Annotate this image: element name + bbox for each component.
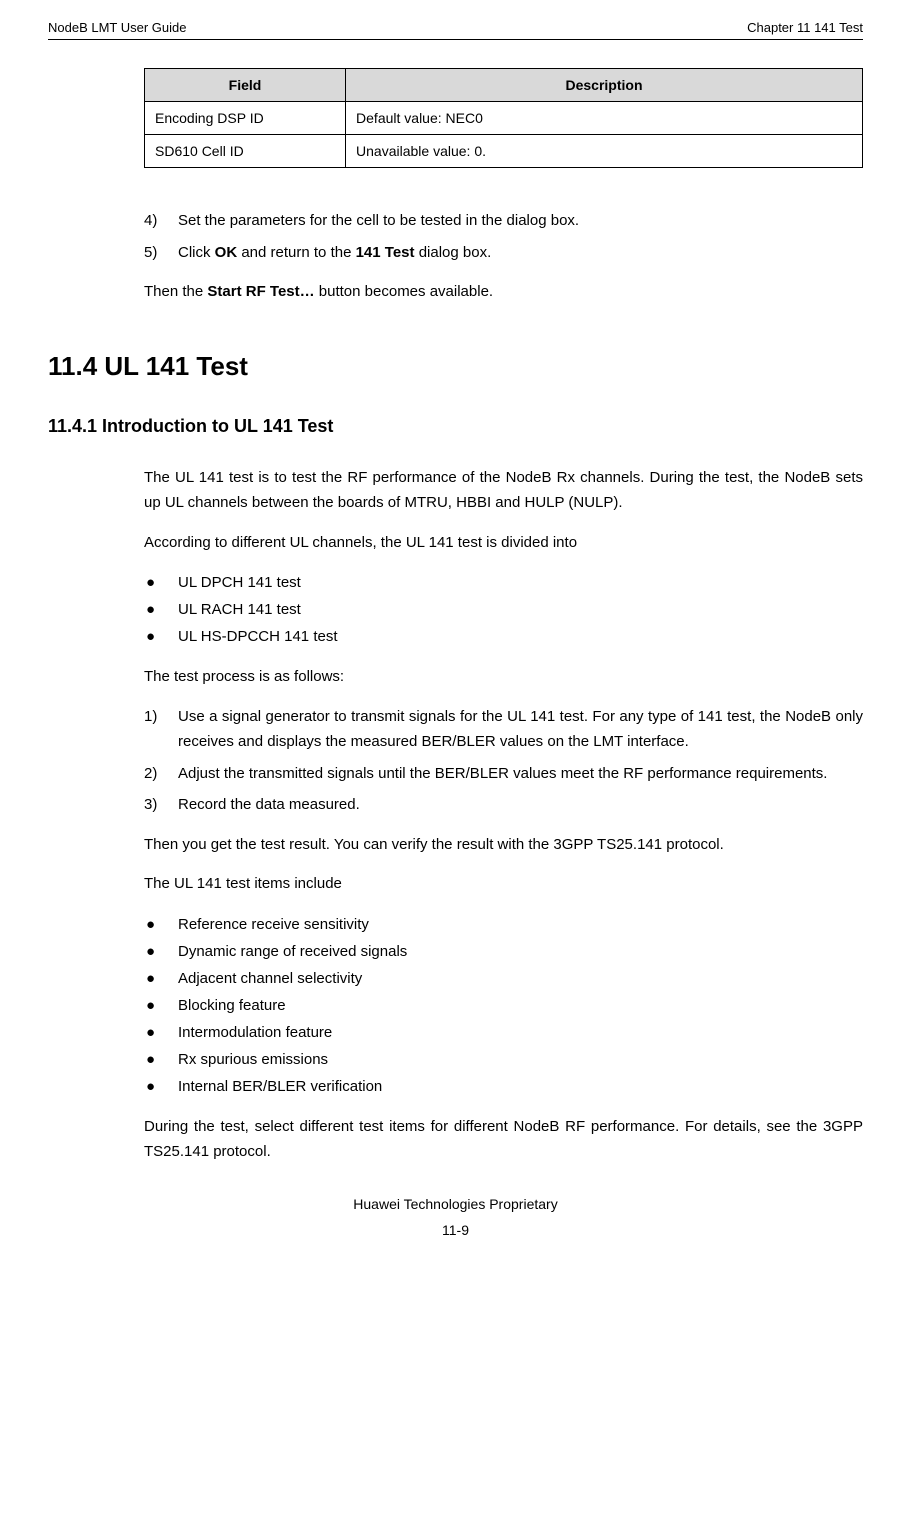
- intro-paragraph: The UL 141 test is to test the RF perfor…: [144, 465, 863, 516]
- list-item: 4) Set the parameters for the cell to be…: [144, 208, 863, 234]
- field-description-table: Field Description Encoding DSP ID Defaul…: [144, 68, 863, 168]
- list-item: ● Reference receive sensitivity: [144, 911, 863, 938]
- list-item: ● Intermodulation feature: [144, 1019, 863, 1046]
- list-number: 1): [144, 704, 178, 755]
- list-text: Dynamic range of received signals: [178, 938, 863, 965]
- bullet-icon: ●: [144, 938, 178, 965]
- process-intro-paragraph: The test process is as follows:: [144, 664, 863, 690]
- list-text: Use a signal generator to transmit signa…: [178, 704, 863, 755]
- closing-paragraph: During the test, select different test i…: [144, 1114, 863, 1165]
- list-text: UL HS-DPCCH 141 test: [178, 623, 863, 650]
- list-item: ● Adjacent channel selectivity: [144, 965, 863, 992]
- list-item: ● UL RACH 141 test: [144, 596, 863, 623]
- list-item: ● Blocking feature: [144, 992, 863, 1019]
- list-item: ● Rx spurious emissions: [144, 1046, 863, 1073]
- items-intro-paragraph: The UL 141 test items include: [144, 871, 863, 897]
- list-text: UL DPCH 141 test: [178, 569, 863, 596]
- bullet-icon: ●: [144, 911, 178, 938]
- header-underline: [48, 39, 863, 40]
- list-number: 2): [144, 761, 178, 787]
- list-text: Reference receive sensitivity: [178, 911, 863, 938]
- list-text: Click OK and return to the 141 Test dial…: [178, 240, 863, 266]
- table-cell: Unavailable value: 0.: [346, 135, 863, 168]
- bullet-icon: ●: [144, 992, 178, 1019]
- bullet-icon: ●: [144, 965, 178, 992]
- list-item: ● Dynamic range of received signals: [144, 938, 863, 965]
- list-text: Adjust the transmitted signals until the…: [178, 761, 863, 787]
- table-cell: Default value: NEC0: [346, 102, 863, 135]
- table-header-field: Field: [145, 69, 346, 102]
- list-number: 4): [144, 208, 178, 234]
- list-text: Adjacent channel selectivity: [178, 965, 863, 992]
- subsection-heading-11-4-1: 11.4.1 Introduction to UL 141 Test: [48, 416, 863, 437]
- list-text: UL RACH 141 test: [178, 596, 863, 623]
- bullet-icon: ●: [144, 1046, 178, 1073]
- footer-line-1: Huawei Technologies Proprietary: [48, 1191, 863, 1218]
- list-item: 2) Adjust the transmitted signals until …: [144, 761, 863, 787]
- result-paragraph: Then you get the test result. You can ve…: [144, 832, 863, 858]
- table-cell: SD610 Cell ID: [145, 135, 346, 168]
- list-item: ● UL DPCH 141 test: [144, 569, 863, 596]
- then-paragraph: Then the Start RF Test… button becomes a…: [144, 279, 863, 305]
- list-text: Blocking feature: [178, 992, 863, 1019]
- list-text: Set the parameters for the cell to be te…: [178, 208, 863, 234]
- numbered-list-a: 4) Set the parameters for the cell to be…: [144, 208, 863, 265]
- header-right: Chapter 11 141 Test: [747, 20, 863, 35]
- bullet-icon: ●: [144, 569, 178, 596]
- page-footer: Huawei Technologies Proprietary 11-9: [48, 1191, 863, 1244]
- list-text: Internal BER/BLER verification: [178, 1073, 863, 1100]
- bullet-icon: ●: [144, 623, 178, 650]
- items-list: ● Reference receive sensitivity ● Dynami…: [144, 911, 863, 1100]
- header-left: NodeB LMT User Guide: [48, 20, 187, 35]
- list-item: 5) Click OK and return to the 141 Test d…: [144, 240, 863, 266]
- list-item: 1) Use a signal generator to transmit si…: [144, 704, 863, 755]
- table-row: SD610 Cell ID Unavailable value: 0.: [145, 135, 863, 168]
- table-header-description: Description: [346, 69, 863, 102]
- bullet-icon: ●: [144, 1073, 178, 1100]
- list-item: ● Internal BER/BLER verification: [144, 1073, 863, 1100]
- footer-page-number: 11-9: [48, 1217, 863, 1244]
- list-number: 5): [144, 240, 178, 266]
- table-cell: Encoding DSP ID: [145, 102, 346, 135]
- list-text: Intermodulation feature: [178, 1019, 863, 1046]
- divided-paragraph: According to different UL channels, the …: [144, 530, 863, 556]
- numbered-list-b: 1) Use a signal generator to transmit si…: [144, 704, 863, 818]
- section-heading-11-4: 11.4 UL 141 Test: [48, 351, 863, 382]
- table-header-row: Field Description: [145, 69, 863, 102]
- page-header: NodeB LMT User Guide Chapter 11 141 Test: [48, 20, 863, 35]
- list-text: Rx spurious emissions: [178, 1046, 863, 1073]
- ul-tests-list: ● UL DPCH 141 test ● UL RACH 141 test ● …: [144, 569, 863, 650]
- bullet-icon: ●: [144, 596, 178, 623]
- list-number: 3): [144, 792, 178, 818]
- list-text: Record the data measured.: [178, 792, 863, 818]
- list-item: ● UL HS-DPCCH 141 test: [144, 623, 863, 650]
- table-row: Encoding DSP ID Default value: NEC0: [145, 102, 863, 135]
- bullet-icon: ●: [144, 1019, 178, 1046]
- list-item: 3) Record the data measured.: [144, 792, 863, 818]
